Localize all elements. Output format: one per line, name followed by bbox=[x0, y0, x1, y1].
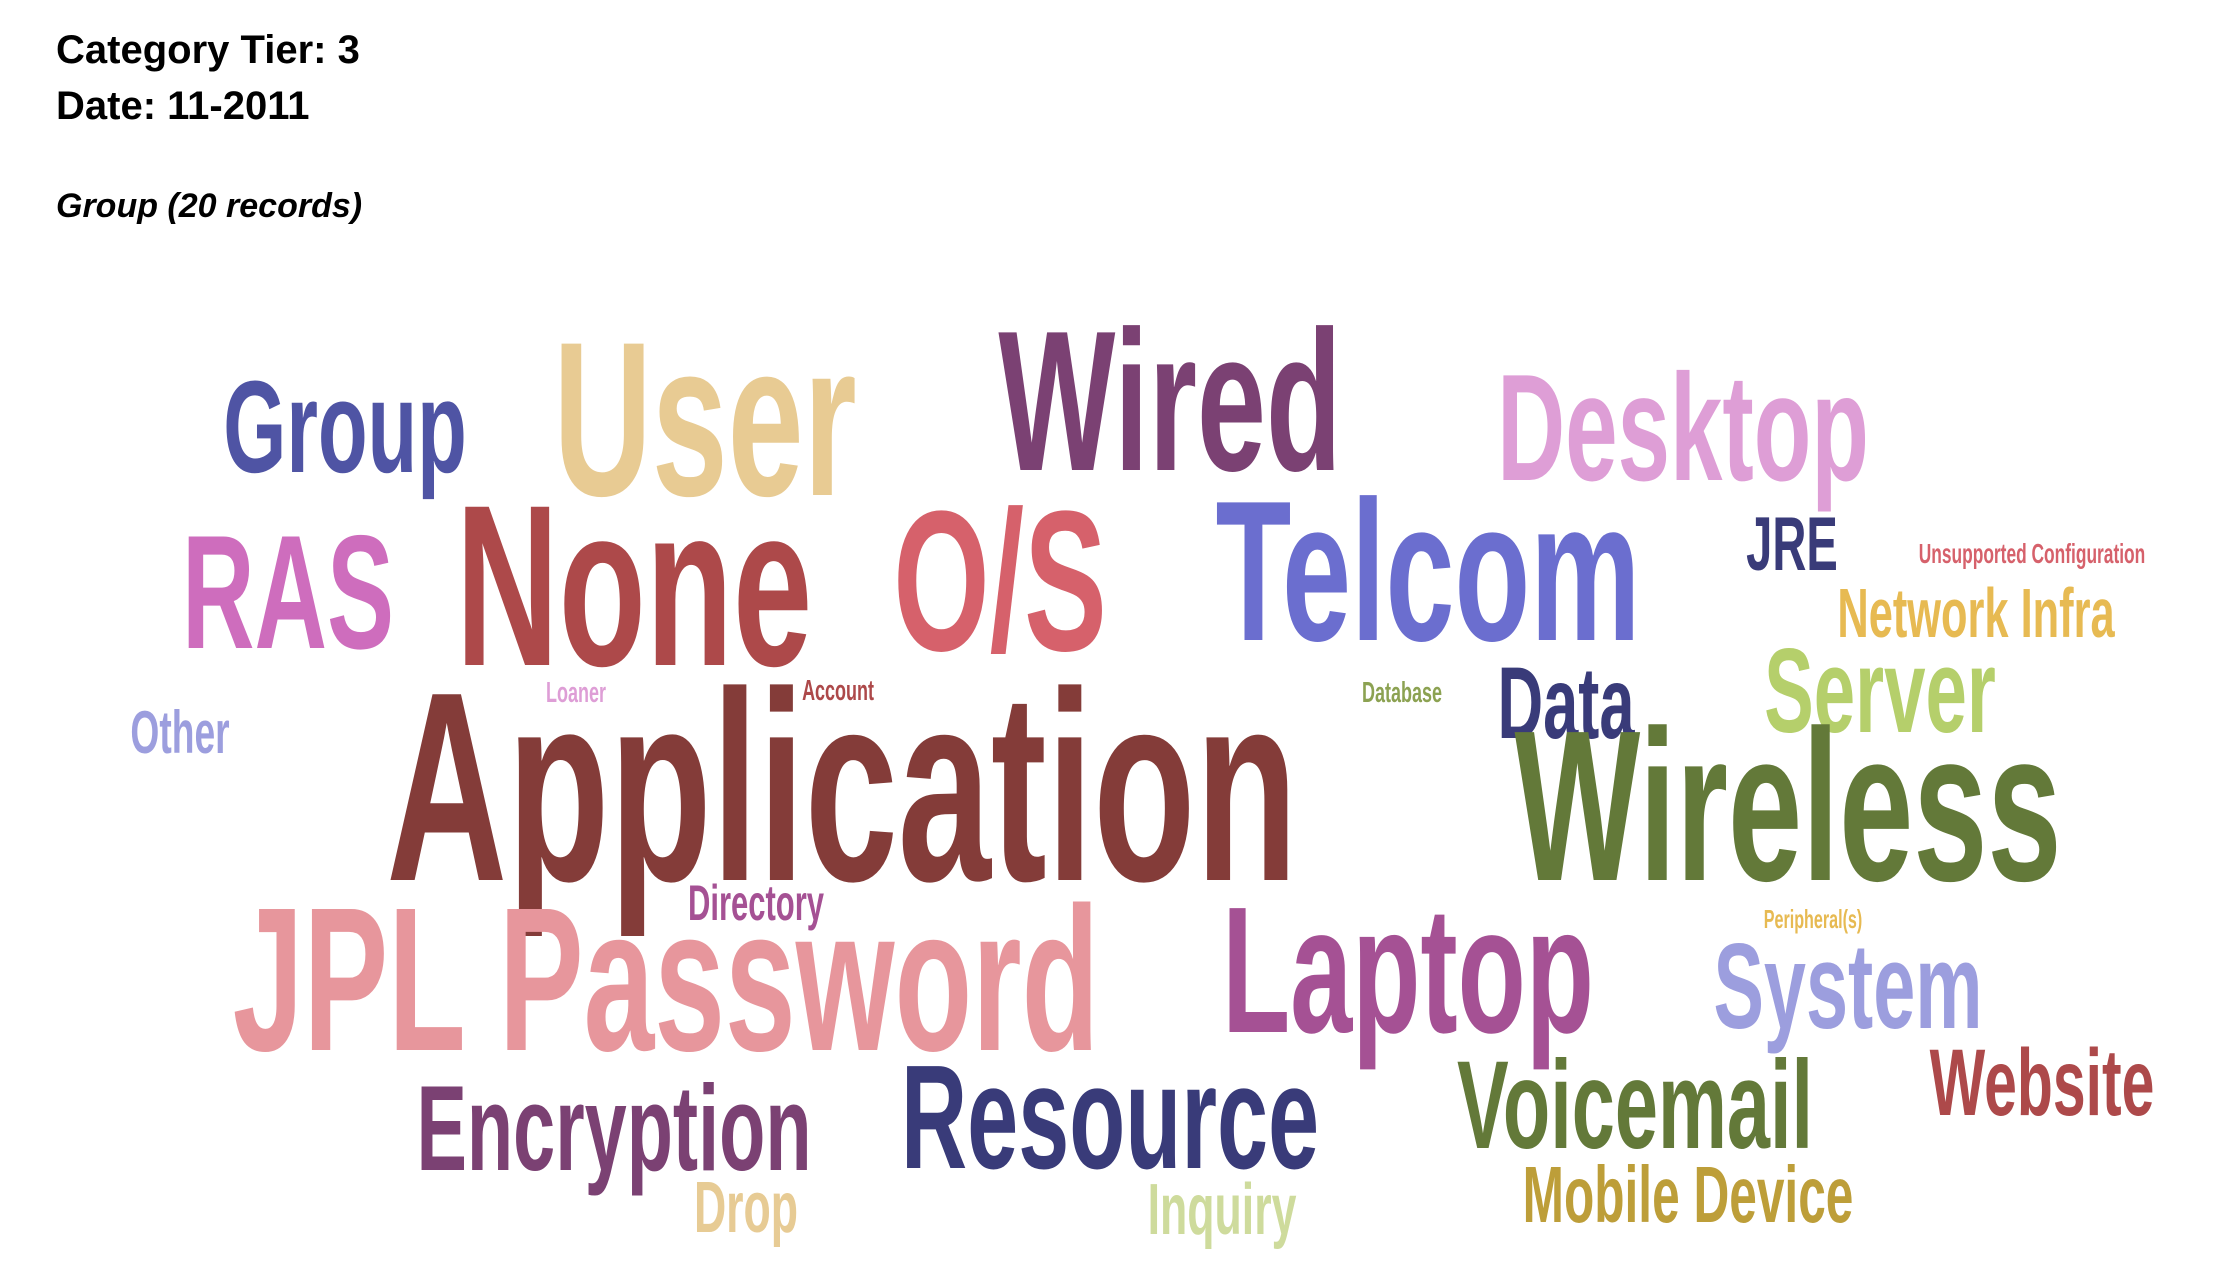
word-mobile-device: Mobile Device bbox=[1523, 1151, 1854, 1240]
word-inquiry: Inquiry bbox=[1148, 1169, 1297, 1250]
word-telcom: Telcom bbox=[1216, 460, 1641, 684]
word-voicemail: Voicemail bbox=[1457, 1036, 1813, 1175]
word-desktop: Desktop bbox=[1497, 343, 1869, 512]
word-peripherals: Peripheral(s) bbox=[1764, 904, 1863, 934]
word-application: Application bbox=[386, 636, 1297, 938]
word-system: System bbox=[1713, 917, 1982, 1054]
word-resource: Resource bbox=[901, 1036, 1319, 1201]
word-jpl-password: JPL Password bbox=[233, 866, 1100, 1094]
word-wired: Wired bbox=[998, 290, 1341, 514]
word-database: Database bbox=[1362, 677, 1442, 709]
group-records-label: Group (20 records) bbox=[56, 187, 363, 225]
word-loaner: Loaner bbox=[546, 677, 606, 709]
date-label: Date: 11-2011 bbox=[56, 84, 310, 128]
word-website: Website bbox=[1930, 1028, 2155, 1135]
report-header: Category Tier: 3 Date: 11-2011 Group (20… bbox=[56, 22, 362, 228]
word-group: Group bbox=[223, 354, 467, 501]
word-unsupported-configuration: Unsupported Configuration bbox=[1919, 538, 2145, 569]
word-ras: RAS bbox=[182, 501, 394, 682]
word-none: None bbox=[456, 457, 812, 714]
word-server: Server bbox=[1764, 625, 1996, 758]
word-other: Other bbox=[130, 699, 229, 766]
word-wireless: Wireless bbox=[1514, 685, 2061, 925]
word-account: Account bbox=[802, 675, 874, 707]
word-drop: Drop bbox=[694, 1167, 798, 1248]
word-os: O/S bbox=[893, 470, 1107, 694]
category-tier-label: Category Tier: 3 bbox=[56, 28, 360, 72]
word-encryption: Encryption bbox=[416, 1059, 811, 1196]
word-user: User bbox=[553, 295, 856, 541]
word-directory: Directory bbox=[688, 874, 824, 930]
word-jre: JRE bbox=[1746, 503, 1838, 587]
word-network-infra: Network Infra bbox=[1837, 574, 2115, 652]
word-laptop: Laptop bbox=[1222, 869, 1594, 1071]
word-data: Data bbox=[1497, 645, 1635, 759]
